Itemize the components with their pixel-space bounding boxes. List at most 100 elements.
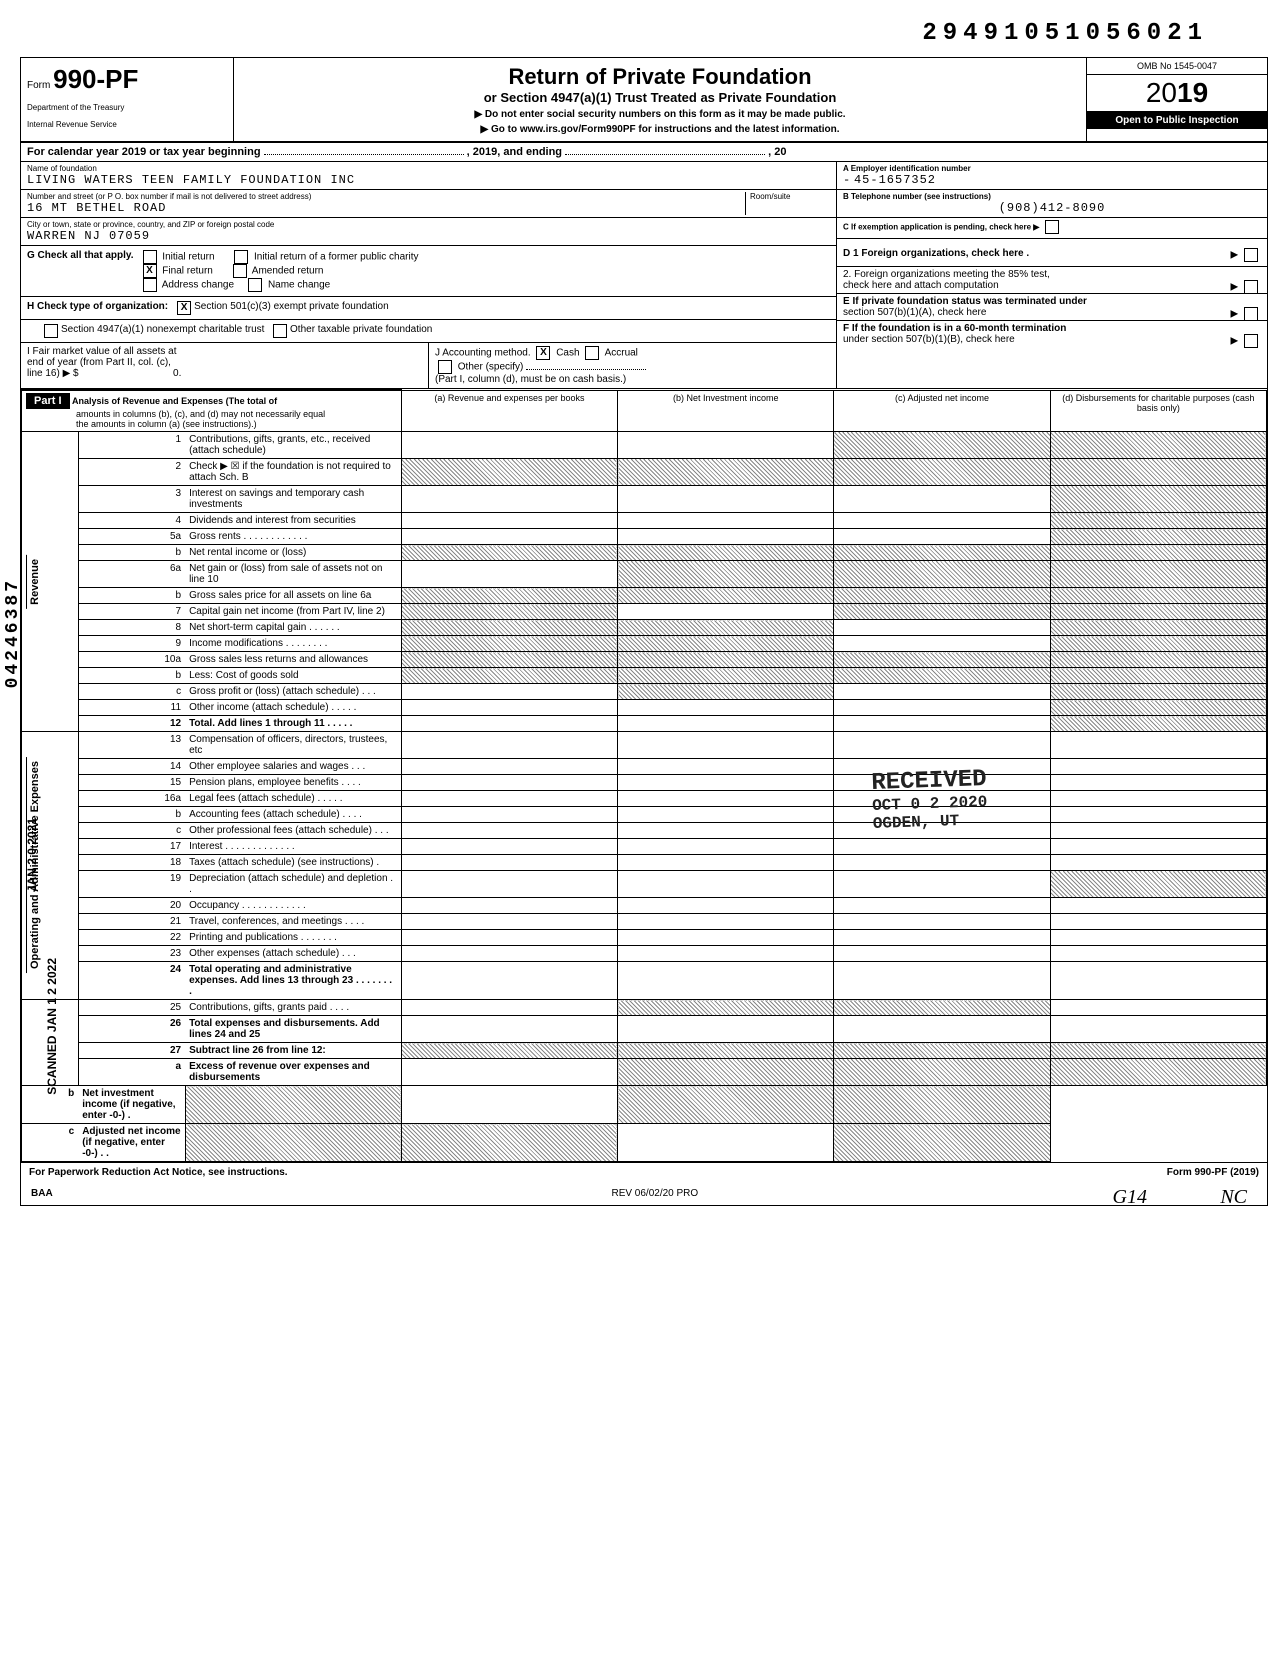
cell-c[interactable] xyxy=(834,636,1050,652)
cell-a[interactable] xyxy=(401,759,617,775)
cell-d[interactable] xyxy=(1050,962,1266,1000)
cell-b[interactable] xyxy=(618,946,834,962)
cell-d[interactable] xyxy=(1050,545,1266,561)
cell-b[interactable] xyxy=(618,604,834,620)
cell-d[interactable] xyxy=(1050,1016,1266,1043)
cell-c[interactable] xyxy=(618,1086,834,1124)
cell-d[interactable] xyxy=(1050,459,1266,486)
exemption-checkbox[interactable] xyxy=(1045,220,1059,234)
cell-b[interactable] xyxy=(618,839,834,855)
cell-c[interactable] xyxy=(834,807,1050,823)
cell-c[interactable] xyxy=(834,459,1050,486)
cell-a[interactable] xyxy=(401,930,617,946)
cell-d[interactable] xyxy=(1050,604,1266,620)
initial-return-checkbox[interactable] xyxy=(143,250,157,264)
cell-b[interactable] xyxy=(618,588,834,604)
cell-c[interactable] xyxy=(834,914,1050,930)
cell-d[interactable] xyxy=(1050,914,1266,930)
cell-c[interactable] xyxy=(834,962,1050,1000)
cell-b[interactable] xyxy=(618,432,834,459)
cell-c[interactable] xyxy=(834,668,1050,684)
cell-d[interactable] xyxy=(1050,684,1266,700)
cell-a[interactable] xyxy=(185,1086,401,1124)
cell-d[interactable] xyxy=(1050,823,1266,839)
cell-b[interactable] xyxy=(618,855,834,871)
cell-b[interactable] xyxy=(618,652,834,668)
cell-a[interactable] xyxy=(401,823,617,839)
cell-d[interactable] xyxy=(1050,871,1266,898)
cell-d[interactable] xyxy=(1050,652,1266,668)
cell-a[interactable] xyxy=(401,545,617,561)
cell-d[interactable] xyxy=(834,1124,1050,1162)
cell-d[interactable] xyxy=(1050,946,1266,962)
cell-b[interactable] xyxy=(618,775,834,791)
cell-b[interactable] xyxy=(618,561,834,588)
address-change-checkbox[interactable] xyxy=(143,278,157,292)
cell-d[interactable] xyxy=(1050,513,1266,529)
cell-a[interactable] xyxy=(401,432,617,459)
cell-a[interactable] xyxy=(401,486,617,513)
cell-b[interactable] xyxy=(618,486,834,513)
cell-c[interactable] xyxy=(618,1124,834,1162)
cell-d[interactable] xyxy=(1050,1000,1266,1016)
cell-c[interactable] xyxy=(834,791,1050,807)
cell-a[interactable] xyxy=(401,791,617,807)
cell-c[interactable] xyxy=(834,432,1050,459)
cell-a[interactable] xyxy=(401,946,617,962)
cell-b[interactable] xyxy=(618,732,834,759)
cell-c[interactable] xyxy=(834,529,1050,545)
cell-b[interactable] xyxy=(618,1000,834,1016)
other-method-checkbox[interactable] xyxy=(438,360,452,374)
cell-a[interactable] xyxy=(401,561,617,588)
accrual-checkbox[interactable] xyxy=(585,346,599,360)
cell-b[interactable] xyxy=(618,791,834,807)
cell-d[interactable] xyxy=(1050,636,1266,652)
cell-b[interactable] xyxy=(618,513,834,529)
cell-a[interactable] xyxy=(401,652,617,668)
cell-d[interactable] xyxy=(1050,1043,1266,1059)
cell-c[interactable] xyxy=(834,588,1050,604)
cell-d[interactable] xyxy=(1050,668,1266,684)
e-checkbox[interactable] xyxy=(1244,307,1258,321)
cell-b[interactable] xyxy=(618,823,834,839)
cell-c[interactable] xyxy=(834,855,1050,871)
cell-c[interactable] xyxy=(834,1059,1050,1086)
cell-c[interactable] xyxy=(834,930,1050,946)
cell-a[interactable] xyxy=(401,620,617,636)
cell-d[interactable] xyxy=(834,1086,1050,1124)
final-return-checkbox[interactable]: X xyxy=(143,264,157,278)
cell-a[interactable] xyxy=(401,636,617,652)
cell-a[interactable] xyxy=(401,855,617,871)
cell-d[interactable] xyxy=(1050,588,1266,604)
cell-c[interactable] xyxy=(834,684,1050,700)
cell-c[interactable] xyxy=(834,604,1050,620)
cell-a[interactable] xyxy=(401,807,617,823)
cell-c[interactable] xyxy=(834,823,1050,839)
cell-a[interactable] xyxy=(401,1043,617,1059)
cell-b[interactable] xyxy=(618,529,834,545)
d1-checkbox[interactable] xyxy=(1244,248,1258,262)
cell-a[interactable] xyxy=(401,700,617,716)
cell-a[interactable] xyxy=(401,871,617,898)
cell-b[interactable] xyxy=(618,636,834,652)
cell-a[interactable] xyxy=(401,1059,617,1086)
cell-b[interactable] xyxy=(401,1124,617,1162)
cell-c[interactable] xyxy=(834,486,1050,513)
cell-a[interactable] xyxy=(401,1000,617,1016)
cell-d[interactable] xyxy=(1050,700,1266,716)
d2-checkbox[interactable] xyxy=(1244,280,1258,294)
cell-b[interactable] xyxy=(618,700,834,716)
cell-b[interactable] xyxy=(618,1043,834,1059)
cell-a[interactable] xyxy=(401,459,617,486)
cell-c[interactable] xyxy=(834,513,1050,529)
cell-b[interactable] xyxy=(618,545,834,561)
cell-c[interactable] xyxy=(834,652,1050,668)
cell-c[interactable] xyxy=(834,1016,1050,1043)
cell-d[interactable] xyxy=(1050,1059,1266,1086)
cell-b[interactable] xyxy=(618,914,834,930)
cell-c[interactable] xyxy=(834,620,1050,636)
cell-c[interactable] xyxy=(834,775,1050,791)
cell-d[interactable] xyxy=(1050,930,1266,946)
cell-a[interactable] xyxy=(401,513,617,529)
cell-b[interactable] xyxy=(618,759,834,775)
